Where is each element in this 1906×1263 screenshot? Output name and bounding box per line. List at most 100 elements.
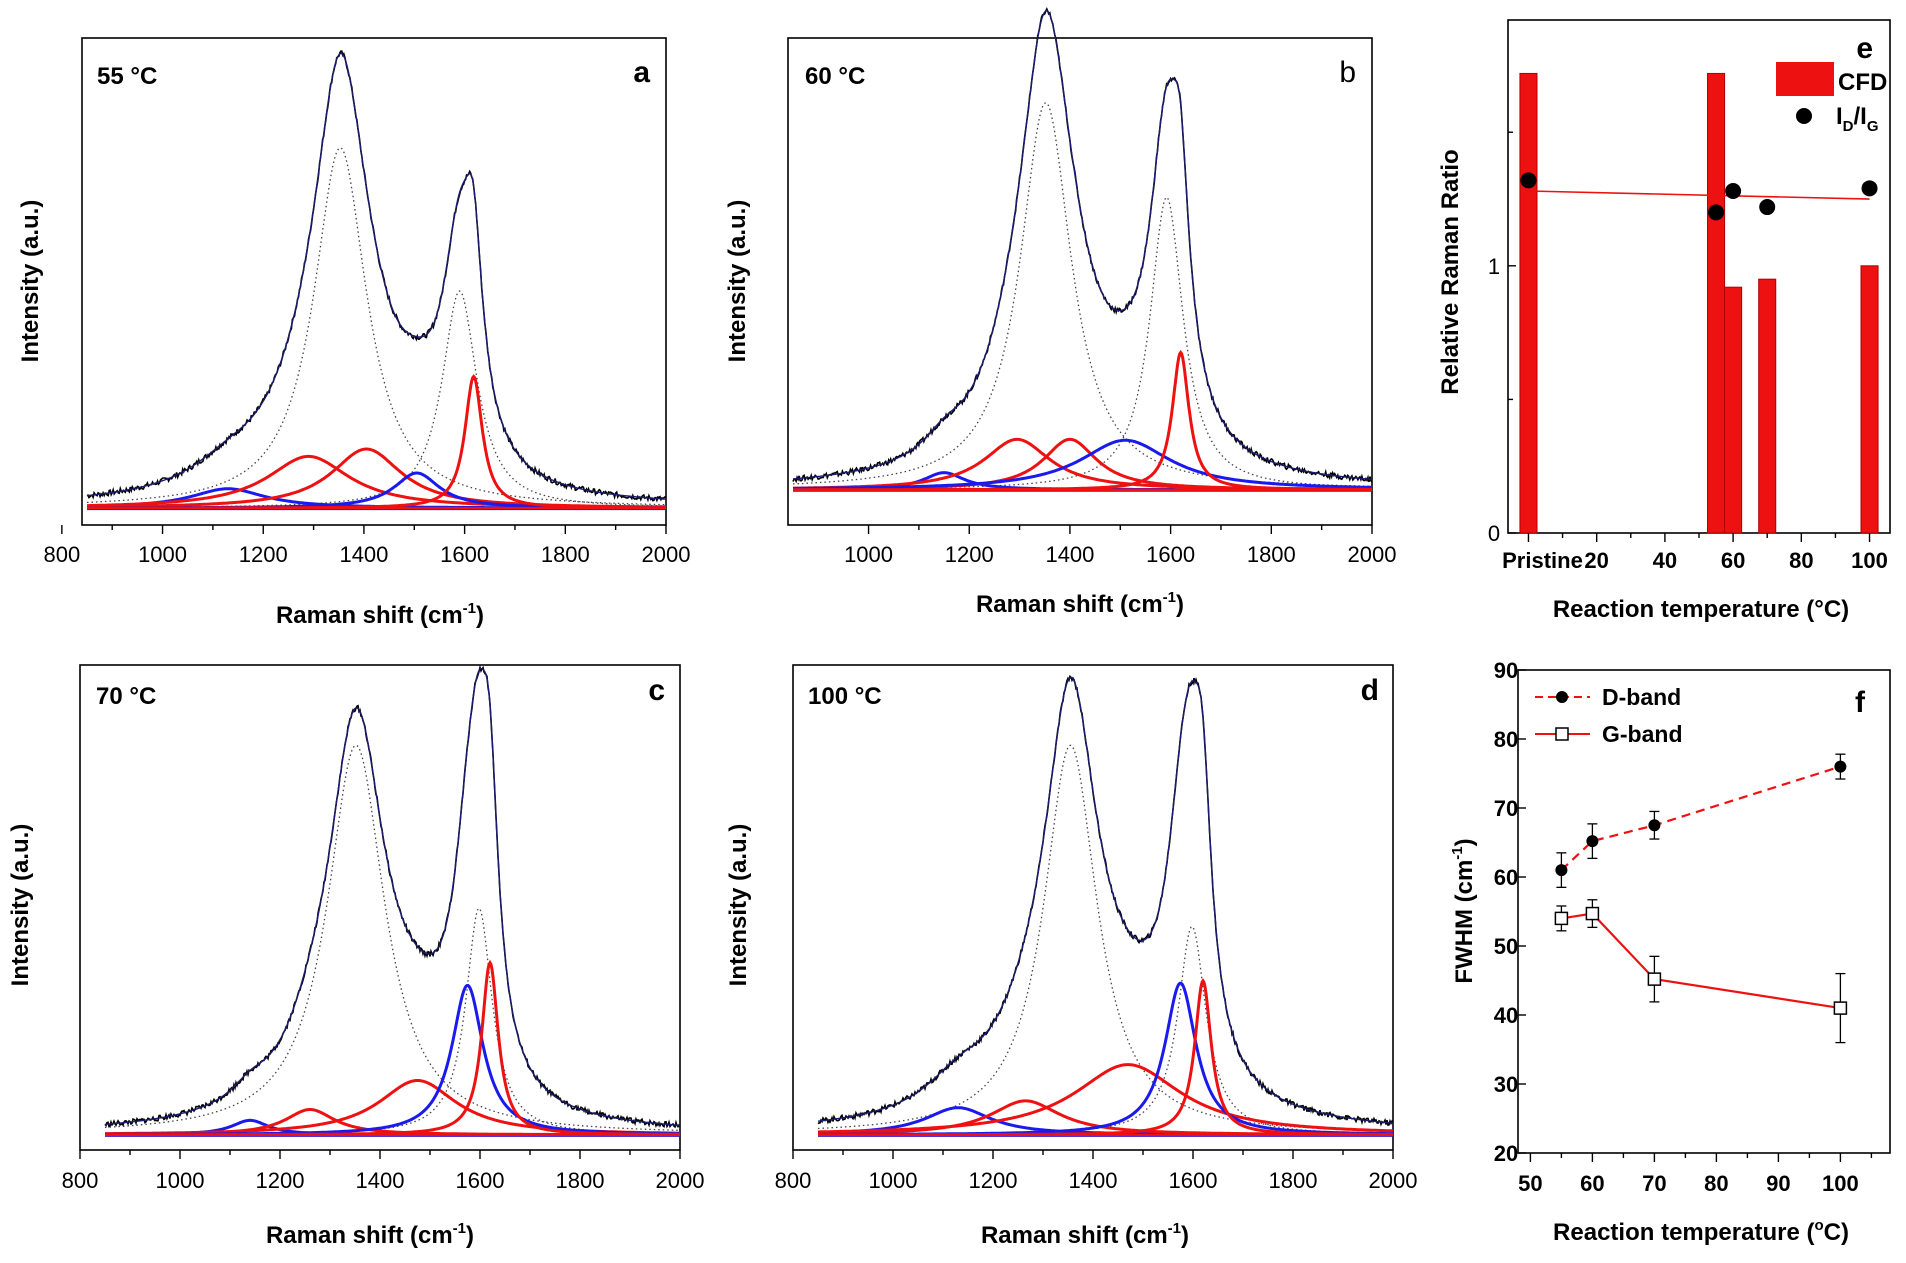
panel-c-y-axis-label: Intensity (a.u.) (7, 824, 34, 987)
panel-c: 800 1000 1200 1400 1600 1800 2000 70 °C c Inte… (7, 664, 705, 1249)
fit-component-D (793, 102, 1372, 487)
panel-a: 800 1000 1200 1400 1600 1800 2000 55 °C a Inte… (17, 37, 691, 629)
g-band-point-70 (1647, 972, 1662, 986)
panel-f-letter: f (1855, 686, 1866, 719)
panel-e-frame (1507, 19, 1891, 534)
id-ig-point-0 (1520, 172, 1537, 189)
bar-cfd-0 (1519, 72, 1538, 534)
e-x-tick-label-20: 20 (1584, 548, 1608, 573)
cumulative-fit-line (792, 9, 1373, 481)
panel-d-plot-area (817, 674, 1394, 1137)
bar-cfd-100 (1860, 265, 1879, 534)
f-x-tick-label-70: 70 (1642, 1171, 1666, 1196)
x-tick-label-2000: 2000 (642, 542, 691, 567)
cumulative-fit-line (104, 668, 680, 1126)
e-x-tick-label-40: 40 (1653, 548, 1677, 573)
f-y-tick-label-60: 60 (1494, 865, 1518, 890)
fit-component-band-1510 (793, 438, 1372, 490)
panel-b-y-axis-label: Intensity (a.u.) (724, 200, 751, 363)
panel-b-x-ticks: 1000 1200 1400 1600 1800 2000 (844, 525, 1396, 567)
panel-d-letter: d (1361, 674, 1379, 707)
e-x-tick-label-100: 100 (1851, 548, 1888, 573)
cumulative-fit-line (86, 52, 667, 500)
panel-a-letter: a (633, 56, 650, 89)
panel-e-axes: 0 1 Pristine 20 40 60 80 100 (1488, 131, 1888, 573)
f-y-tick-label-40: 40 (1494, 1003, 1518, 1028)
f-x-tick-label-50: 50 (1518, 1171, 1542, 1196)
bar-cfd-60 (1724, 286, 1743, 534)
panel-c-x-ticks: 800 1000 1200 1400 1600 1800 2000 (62, 1150, 705, 1193)
e-x-tick-label-80: 80 (1789, 548, 1813, 573)
e-x-tick-label-Pristine: Pristine (1502, 548, 1583, 573)
panel-e-legend: CFD ID/IG (1776, 62, 1887, 135)
panel-b-plot-area (792, 6, 1373, 492)
panel-d-temperature-label: 100 °C (808, 683, 882, 710)
legend-g-band-label: G-band (1602, 721, 1683, 747)
panel-f-axes: 20 30 40 50 60 70 80 90 50 60 70 80 90 100 (1494, 658, 1873, 1196)
legend-d-band-marker (1556, 691, 1568, 703)
id-ig-trend-line (1528, 190, 1870, 200)
x-tick-label-800: 800 (62, 1168, 99, 1193)
e-x-tick-label-60: 60 (1721, 548, 1745, 573)
x-tick-label-800: 800 (44, 542, 81, 567)
legend-id-ig-label: ID/IG (1836, 103, 1879, 135)
id-ig-point-55 (1708, 204, 1725, 221)
f-x-tick-label-80: 80 (1704, 1171, 1728, 1196)
bar-cfd-70 (1758, 278, 1777, 534)
x-tick-label-1200: 1200 (256, 1168, 305, 1193)
x-tick-label-1800: 1800 (1247, 542, 1296, 567)
panel-b-x-axis-label: Raman shift (cm-1) (976, 589, 1184, 618)
panel-b-frame (787, 37, 1373, 526)
panel-c-plot-area (104, 664, 681, 1137)
f-x-tick-label-90: 90 (1766, 1171, 1790, 1196)
f-x-tick-label-100: 100 (1822, 1171, 1859, 1196)
e-y-tick-label-0: 0 (1488, 521, 1500, 546)
bar-cfd-55 (1707, 72, 1726, 534)
x-tick-label-1000: 1000 (844, 542, 893, 567)
raw-spectrum-line (104, 664, 681, 1129)
raw-spectrum-line (792, 6, 1373, 484)
d-band-point-55 (1555, 864, 1568, 877)
panel-e-letter: e (1856, 32, 1873, 65)
x-tick-label-2000: 2000 (1348, 542, 1397, 567)
panel-a-x-axis-label: Raman shift (cm-1) (276, 600, 484, 629)
x-tick-label-2000: 2000 (656, 1168, 705, 1193)
fit-component-band-1620 (793, 349, 1372, 492)
g-band-point-100 (1833, 1001, 1848, 1015)
x-tick-label-1800: 1800 (556, 1168, 605, 1193)
x-tick-label-1600: 1600 (456, 1168, 505, 1193)
f-y-tick-label-20: 20 (1494, 1141, 1518, 1166)
panel-f-plot-area (1554, 753, 1848, 1044)
x-tick-label-1000: 1000 (156, 1168, 205, 1193)
fit-component-G (105, 907, 680, 1136)
panel-c-letter: c (648, 674, 665, 707)
panel-f-frame (1517, 669, 1891, 1154)
x-tick-label-1600: 1600 (1169, 1168, 1218, 1193)
panel-e: 0 1 Pristine 20 40 60 80 100 e CFD ID/IG Relati… (1437, 19, 1891, 623)
x-tick-label-1400: 1400 (339, 542, 388, 567)
x-tick-label-1800: 1800 (541, 542, 590, 567)
f-y-tick-label-70: 70 (1494, 796, 1518, 821)
legend-g-band-marker (1555, 727, 1569, 741)
g-band-point-55 (1554, 911, 1569, 926)
panel-b-temperature-label: 60 °C (805, 63, 865, 90)
fit-component-D (87, 147, 666, 506)
fit-component-D (105, 744, 681, 1132)
x-tick-label-1000: 1000 (138, 542, 187, 567)
f-y-tick-label-50: 50 (1494, 934, 1518, 959)
panel-a-y-axis-label: Intensity (a.u.) (17, 200, 44, 363)
fit-component-band-1470 (818, 1063, 1394, 1134)
panel-a-x-ticks: 800 1000 1200 1400 1600 1800 2000 (44, 525, 691, 567)
id-ig-point-60 (1725, 183, 1742, 199)
panel-e-x-axis-label: Reaction temperature (°C) (1553, 596, 1849, 623)
panel-c-x-axis-label: Raman shift (cm-1) (266, 1220, 474, 1249)
x-tick-label-1200: 1200 (969, 1168, 1018, 1193)
legend-id-ig-marker (1796, 108, 1812, 124)
d-band-point-60 (1586, 835, 1599, 848)
legend-cfd-label: CFD (1838, 69, 1887, 96)
panel-c-temperature-label: 70 °C (96, 683, 156, 710)
x-tick-label-1200: 1200 (239, 542, 288, 567)
id-ig-point-100 (1861, 180, 1878, 197)
panel-d-x-axis-label: Raman shift (cm-1) (981, 1220, 1189, 1249)
